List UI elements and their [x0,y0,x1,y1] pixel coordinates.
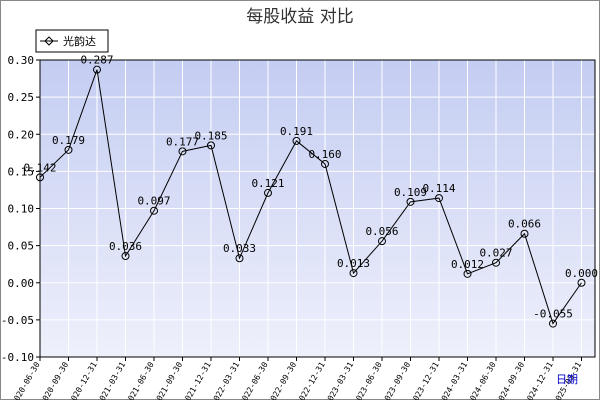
data-point [150,206,158,215]
legend-marker-icon [44,36,54,46]
data-point [549,319,557,328]
data-point [520,229,529,238]
data-label: 0.033 [223,242,256,255]
data-point [378,237,386,246]
x-axis-label: 日期 [556,373,578,386]
data-label: 0.056 [365,225,398,238]
data-label: 0.027 [479,247,512,260]
y-tick-label: 0.05 [8,240,35,253]
legend-box [35,29,109,53]
data-point [264,188,272,197]
data-point [349,269,358,278]
data-label: 0.179 [52,134,85,147]
y-tick-label: 0.00 [8,277,35,290]
data-label: 0.036 [109,240,142,253]
data-point [492,258,500,267]
data-point [406,197,415,206]
data-label: 0.109 [394,186,427,199]
data-label: 0.287 [80,54,113,67]
data-point [207,141,215,150]
series-line [39,69,582,325]
data-label: 0.185 [194,129,227,142]
data-point [36,173,44,182]
data-label: 0.013 [337,257,370,270]
data-label: 0.097 [137,195,170,208]
data-point [235,254,244,263]
y-tick-label: -0.10 [1,351,34,364]
data-point [435,194,443,203]
data-label: 0.142 [23,161,56,174]
data-label: 0.191 [280,125,313,138]
data-point [178,147,187,156]
y-axis-ticks: 0.30 0.25 0.20 0.15 0.10 0.05 0.00 -0.05 -0.10 [1,54,40,364]
legend: 光韵达 [35,29,109,53]
data-label: 0.160 [308,148,341,161]
data-label: 0.000 [565,267,598,280]
data-label: -0.055 [533,308,573,321]
y-tick-label: 0.25 [8,91,35,104]
data-label: 0.066 [508,218,541,231]
data-point [121,252,130,261]
data-point [93,65,101,74]
data-label: 0.114 [422,182,455,195]
data-points [36,65,586,328]
legend-label: 光韵达 [63,34,96,48]
data-label: 0.121 [251,177,284,190]
y-tick-label: 0.30 [8,54,35,67]
data-point [64,145,73,154]
data-point [463,269,472,278]
data-label: 0.012 [451,258,484,271]
y-tick-label: -0.05 [1,314,34,327]
data-point [321,159,329,168]
y-tick-label: 0.15 [8,165,35,178]
chart-title: 每股收益 对比 [246,7,353,27]
data-point [577,278,586,287]
y-tick-label: 0.10 [8,203,35,216]
data-point [292,136,301,145]
y-tick-label: 0.20 [8,128,35,141]
data-label: 0.177 [166,135,199,148]
